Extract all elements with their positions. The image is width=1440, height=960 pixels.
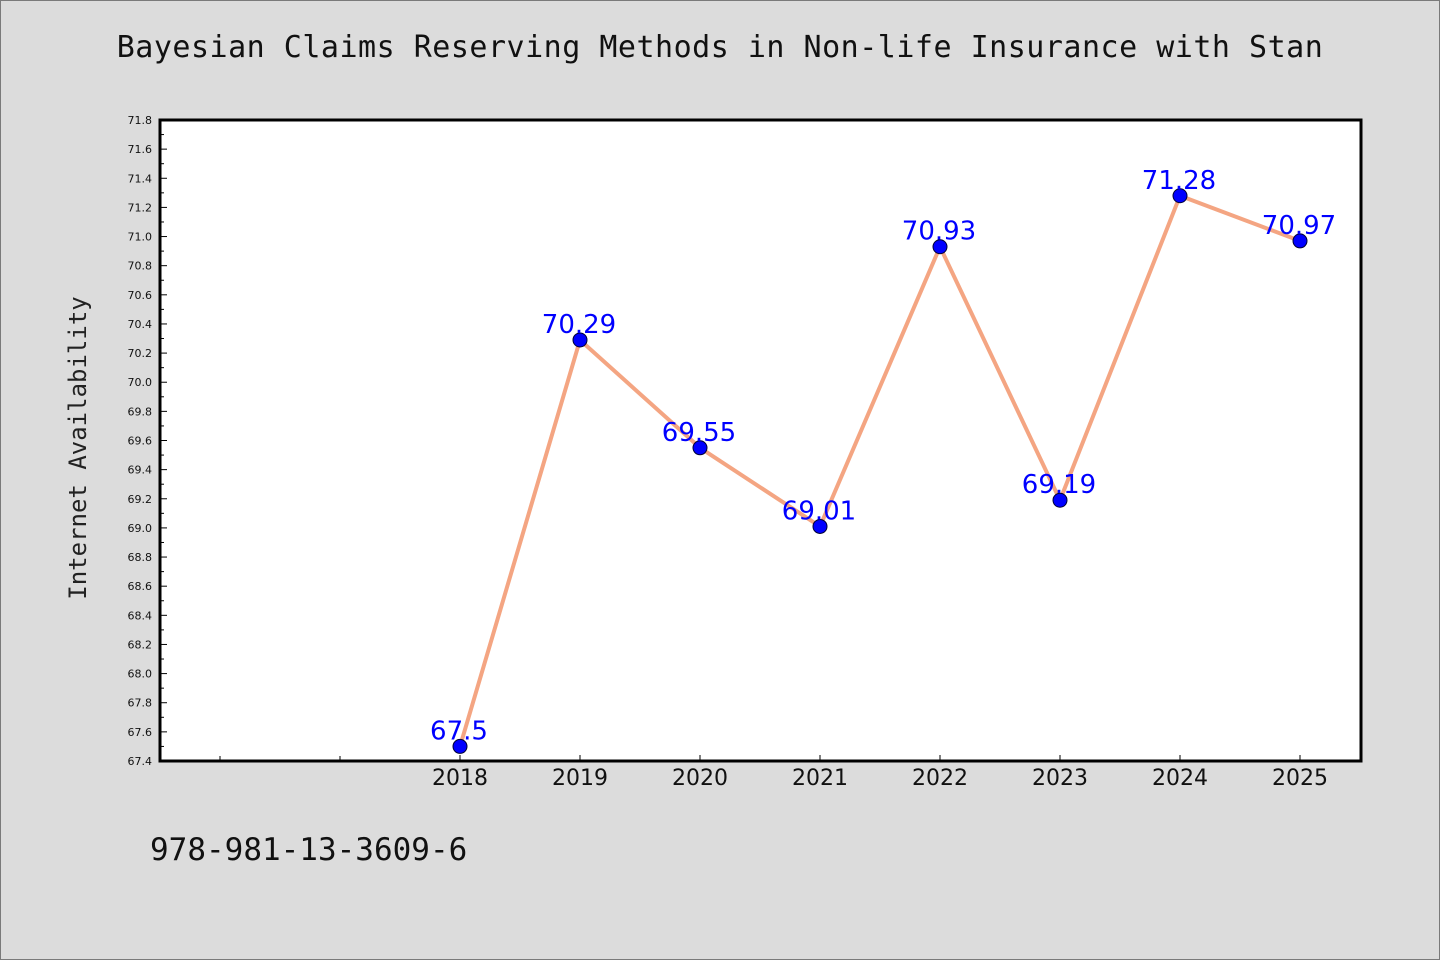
data-label: 70.29 [542,310,616,340]
x-tick-label: 2019 [552,766,608,791]
y-tick-label: 71.0 [128,231,153,244]
data-label: 69.55 [662,418,736,448]
data-labels-group: 67.5 70.29 69.55 69.01 70.93 69.19 71.28 70.97 [430,166,1336,747]
data-point [1052,492,1068,508]
y-tick-label: 67.6 [128,726,153,739]
y-tick-label: 70.8 [128,260,153,273]
x-tick-label: 2020 [672,766,728,791]
data-point [572,332,588,348]
y-tick-label: 71.8 [128,114,153,127]
series-line [458,193,1301,747]
y-tick-label: 69.0 [128,522,153,535]
data-point [452,738,468,754]
y-tick-label: 68.0 [128,668,153,681]
chart-title: Bayesian Claims Reserving Methods in Non… [116,30,1324,65]
x-tick-label: 2021 [792,766,848,791]
y-tick-label: 71.6 [128,143,153,156]
y-tick-label: 67.8 [128,697,153,710]
data-point [692,440,708,456]
y-tick-label: 71.4 [128,172,153,185]
y-tick-label: 69.2 [128,493,153,506]
y-tick-label: 68.6 [128,580,153,593]
y-tick-label: 70.4 [128,318,153,331]
data-label: 70.93 [902,217,976,247]
data-label: 69.01 [782,496,856,526]
y-tick-label: 69.8 [128,405,153,418]
x-tick-label: 2024 [1152,766,1208,791]
y-tick-label: 67.4 [128,755,153,768]
data-point [932,239,948,255]
plot-area [160,120,1361,761]
data-point [1292,233,1308,249]
y-tick-label: 69.4 [128,464,153,477]
series-line-group [458,193,1301,747]
data-label: 71.28 [1142,166,1216,196]
y-tick-label: 70.6 [128,289,153,302]
y-axis: 67.4 67.6 67.8 68.0 68.2 68.4 68.6 68.8 69.0 69.2… [128,114,167,768]
y-tick-label: 70.0 [128,376,153,389]
footer-code: 978-981-13-3609-6 [150,832,468,868]
x-tick-label: 2018 [432,766,488,791]
data-label: 69.19 [1022,470,1096,500]
plot-border [158,118,1363,763]
data-label: 67.5 [430,716,488,746]
y-tick-label: 68.2 [128,638,153,651]
data-point [1172,188,1188,204]
series-markers-group [452,188,1308,754]
x-tick-label: 2022 [912,766,968,791]
y-tick-label: 68.8 [128,551,153,564]
y-tick-label: 68.4 [128,609,153,622]
x-tick-label: 2025 [1272,766,1328,791]
y-tick-label: 69.6 [128,435,153,448]
x-tick-label: 2023 [1032,766,1088,791]
x-axis: 2018 2019 2020 2021 2022 2023 2024 2025 [219,755,1328,791]
y-tick-label: 71.2 [128,201,153,214]
data-point [812,518,828,534]
data-label: 70.97 [1262,211,1336,241]
y-tick-label: 70.2 [128,347,153,360]
